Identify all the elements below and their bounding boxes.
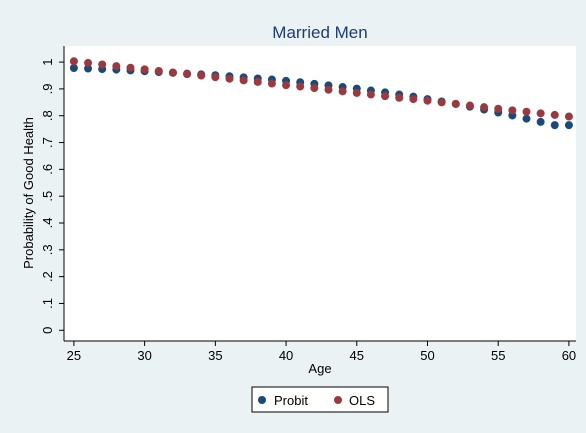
- data-points: [69, 57, 573, 130]
- legend-label-probit: Probit: [274, 393, 308, 408]
- point-ols: [168, 68, 177, 77]
- point-ols: [437, 98, 446, 107]
- point-ols: [84, 58, 93, 67]
- x-ticks: 25 30 35 40 45 50 55 60: [67, 341, 576, 363]
- chart-title: Married Men: [272, 23, 367, 42]
- legend-box: [251, 386, 389, 413]
- point-ols: [112, 62, 121, 71]
- legend-label-ols: OLS: [349, 393, 375, 408]
- point-ols: [451, 99, 460, 108]
- y-tick-label: .7: [40, 137, 55, 148]
- point-ols: [183, 70, 192, 79]
- point-ols: [282, 81, 291, 90]
- y-tick-label: .1: [40, 298, 55, 309]
- x-tick-label: 30: [137, 348, 151, 363]
- point-ols: [494, 104, 503, 113]
- point-ols: [395, 93, 404, 102]
- y-tick-label: .4: [40, 218, 55, 229]
- point-ols: [522, 107, 531, 116]
- point-ols: [508, 106, 517, 115]
- plot-area: [64, 46, 576, 341]
- y-ticks: 0 .1 .2 .3 .4 .5 .6 .7 .8 .9 1: [40, 58, 64, 334]
- point-ols: [352, 88, 361, 97]
- point-ols: [140, 65, 149, 74]
- point-ols: [267, 79, 276, 88]
- point-probit: [564, 121, 573, 130]
- point-probit: [69, 63, 78, 72]
- point-ols: [381, 92, 390, 101]
- x-tick-label: 35: [208, 348, 222, 363]
- point-ols: [310, 84, 319, 93]
- point-ols: [69, 57, 78, 66]
- point-probit: [84, 64, 93, 73]
- point-ols: [211, 73, 220, 82]
- x-tick-label: 25: [67, 348, 81, 363]
- point-ols: [225, 74, 234, 83]
- y-tick-label: .6: [40, 164, 55, 175]
- point-ols: [480, 103, 489, 112]
- point-ols: [197, 71, 206, 80]
- legend-marker-probit: [258, 396, 266, 404]
- point-ols: [253, 77, 262, 86]
- point-probit: [550, 121, 559, 130]
- y-tick-label: .8: [40, 110, 55, 121]
- x-tick-label: 55: [491, 348, 505, 363]
- x-tick-label: 45: [350, 348, 364, 363]
- x-tick-label: 60: [562, 348, 576, 363]
- y-tick-label: .2: [40, 271, 55, 282]
- point-probit: [522, 114, 531, 123]
- legend: Probit OLS: [251, 386, 389, 413]
- point-probit: [536, 117, 545, 126]
- y-tick-label: .9: [40, 83, 55, 94]
- point-ols: [465, 101, 474, 110]
- point-ols: [536, 109, 545, 118]
- point-ols: [409, 95, 418, 104]
- point-ols: [423, 96, 432, 105]
- x-tick-label: 50: [420, 348, 434, 363]
- y-tick-label: .3: [40, 244, 55, 255]
- point-ols: [338, 87, 347, 96]
- y-tick-label: 0: [40, 327, 55, 334]
- y-axis-title: Probability of Good Health: [21, 117, 36, 269]
- y-tick-label: .5: [40, 191, 55, 202]
- point-ols: [366, 90, 375, 99]
- point-ols: [550, 110, 559, 119]
- y-tick-label: 1: [40, 58, 55, 65]
- point-ols: [239, 76, 248, 85]
- point-ols: [564, 112, 573, 121]
- point-ols: [154, 66, 163, 75]
- point-ols: [126, 63, 135, 72]
- legend-marker-ols: [334, 396, 342, 404]
- x-tick-label: 40: [279, 348, 293, 363]
- point-ols: [296, 82, 305, 91]
- x-axis-title: Age: [308, 361, 331, 376]
- point-ols: [324, 85, 333, 94]
- point-ols: [98, 60, 107, 69]
